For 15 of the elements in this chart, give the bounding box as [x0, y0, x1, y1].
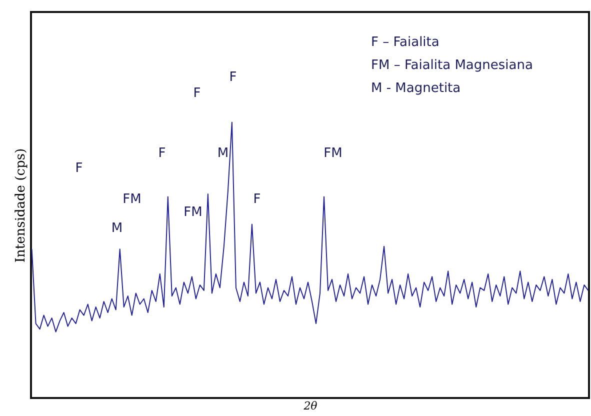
- annotation: M: [111, 221, 123, 236]
- annotation: F: [158, 146, 166, 161]
- text: F – Faialita: [371, 35, 440, 50]
- annotation: F: [253, 192, 261, 207]
- annotation: FM: [122, 192, 142, 207]
- text: F: [229, 70, 237, 85]
- annotation: FM: [184, 205, 202, 220]
- x-axis-title: 2θ: [302, 400, 318, 412]
- annotation: FM: [324, 146, 342, 161]
- annotation: F: [75, 161, 83, 176]
- annotation: M: [217, 146, 229, 161]
- text: F: [193, 86, 201, 101]
- y-axis-title: Intensidade (cps): [14, 148, 28, 263]
- text: M - Magnetita: [371, 81, 461, 96]
- text: FM – Faialita Magnesiana: [371, 58, 533, 73]
